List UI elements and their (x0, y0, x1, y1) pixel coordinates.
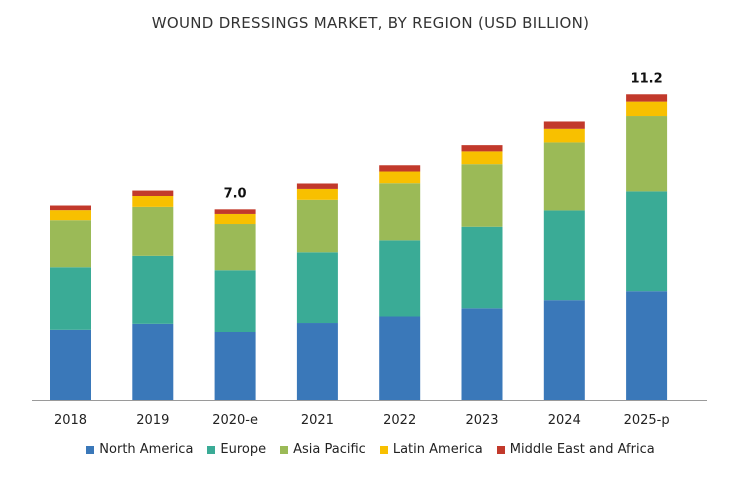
bar-segment (50, 267, 91, 330)
legend-swatch (496, 445, 505, 454)
x-tick-label: 2020-e (212, 413, 258, 428)
data-label: 11.2 (631, 71, 663, 86)
legend-label: Latin America (392, 442, 483, 457)
bar-segment (132, 190, 174, 196)
bar-segment (626, 101, 668, 117)
bar-segment (50, 220, 91, 268)
bar-segment (379, 183, 421, 241)
bar-segment (214, 332, 256, 400)
chart-legend: North America Europe Asia Pacific Latin Ame… (0, 442, 741, 457)
bar-segment (461, 151, 503, 165)
bar-segment (296, 183, 338, 189)
legend-item: Latin America (379, 442, 483, 457)
legend-swatch (379, 445, 388, 454)
bar-segment (132, 323, 174, 400)
legend-swatch (207, 445, 216, 454)
data-label: 7.0 (224, 186, 247, 201)
bar-segment (543, 300, 585, 400)
bar-segment (379, 171, 421, 184)
data-labels-layer: 7.0 11.2 (224, 71, 663, 201)
legend-item: Europe (207, 442, 266, 457)
x-tick-label: 2021 (301, 413, 334, 428)
x-tick-label: 2018 (54, 413, 87, 428)
bar-segment (214, 224, 256, 271)
bar-segment (543, 210, 585, 301)
x-tick-label: 2024 (548, 413, 581, 428)
legend-item: Middle East and Africa (496, 442, 655, 457)
x-tick-label: 2019 (136, 413, 169, 428)
legend-swatch (86, 445, 95, 454)
bar-segment (132, 206, 174, 256)
legend-label: Asia Pacific (293, 442, 366, 457)
bars-layer (50, 94, 668, 400)
bar-segment (50, 205, 91, 211)
bar-segment (132, 255, 174, 324)
bar-segment (379, 240, 421, 317)
bar-segment (626, 116, 668, 192)
bar-segment (214, 213, 256, 225)
x-tick-label: 2025-p (624, 413, 670, 428)
bar-segment (296, 188, 338, 200)
bar-segment (543, 121, 585, 129)
bar-segment (132, 196, 174, 207)
bar-segment (214, 209, 256, 214)
x-tick-label: 2022 (383, 413, 416, 428)
bar-segment (50, 329, 91, 400)
x-tick-label: 2023 (465, 413, 498, 428)
bar-segment (543, 128, 585, 143)
legend-swatch (280, 445, 289, 454)
bar-segment (379, 316, 421, 400)
bar-segment (461, 145, 503, 152)
bar-segment (461, 226, 503, 309)
bar-segment (543, 142, 585, 211)
bar-segment (296, 252, 338, 324)
bar-segment (296, 199, 338, 253)
bar-segment (461, 164, 503, 227)
bar-segment (214, 270, 256, 332)
bar-segment (626, 94, 668, 102)
bar-segment (626, 291, 668, 400)
legend-label: Middle East and Africa (509, 442, 655, 457)
legend-item: Asia Pacific (280, 442, 366, 457)
legend-label: North America (99, 442, 194, 457)
legend-label: Europe (220, 442, 267, 457)
bar-segment (379, 165, 421, 172)
legend-item: North America (86, 442, 193, 457)
bar-segment (461, 308, 503, 400)
bar-segment (50, 210, 91, 221)
bar-segment (626, 191, 668, 292)
x-tick-labels: 2018 2019 2020-e 2021 2022 2023 2024 2025-p (54, 413, 670, 428)
bar-segment (296, 323, 338, 400)
chart-title: WOUND DRESSINGS MARKET, BY REGION (USD B… (151, 14, 590, 32)
